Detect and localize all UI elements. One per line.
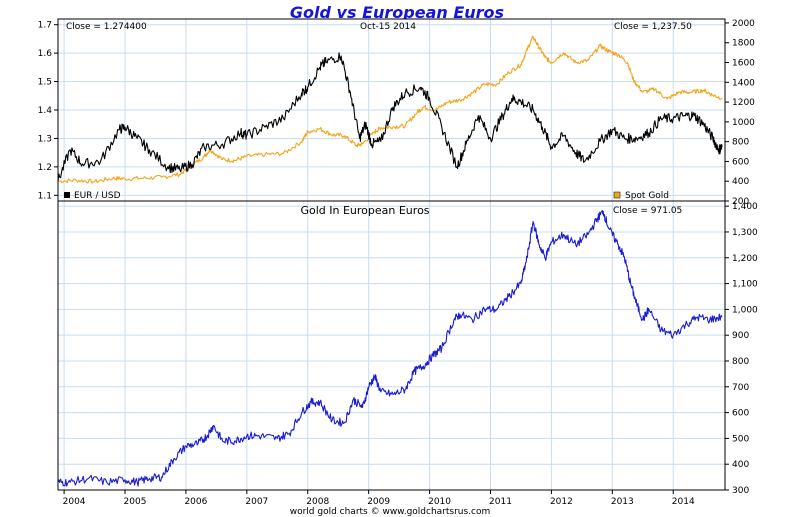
bottom-panel-title: Gold In European Euros xyxy=(300,204,429,217)
gold-close-label: Close = 1,237.50 xyxy=(614,22,692,32)
top-panel-series xyxy=(57,35,723,184)
x-tick-label: 2012 xyxy=(550,497,573,507)
right-tick-label: 1400 xyxy=(732,78,755,88)
bottom-panel-series xyxy=(57,210,723,487)
right-tick-label: 1200 xyxy=(732,98,755,108)
right-tick-label: 900 xyxy=(732,331,749,341)
right-tick-label: 1,300 xyxy=(732,228,758,238)
x-tick-label: 2010 xyxy=(428,497,451,507)
gold-legend-label: Spot Gold xyxy=(625,191,669,201)
x-tick-label: 2013 xyxy=(611,497,634,507)
x-tick-label: 2014 xyxy=(672,497,695,507)
right-tick-label: 1,100 xyxy=(732,280,758,290)
left-tick-label: 1.2 xyxy=(38,163,52,173)
right-tick-label: 2000 xyxy=(732,19,755,29)
x-tick-label: 2008 xyxy=(306,497,329,507)
series-eurusd-line xyxy=(57,52,723,182)
series-spot-gold-line xyxy=(58,35,723,184)
x-tick-label: 2005 xyxy=(124,497,147,507)
right-axis-ticks: 200 400 600 800 1000 1200 1400 1600 1800 2000 xyxy=(725,19,755,207)
x-tick-label: 2011 xyxy=(489,497,512,507)
eurusd-legend-swatch xyxy=(64,192,70,198)
left-tick-label: 1.6 xyxy=(38,49,53,59)
date-label: Oct-15 2014 xyxy=(360,22,416,32)
footer-credit: world gold charts © www.goldchartsrus.co… xyxy=(290,507,491,517)
left-tick-label: 1.5 xyxy=(38,78,52,88)
x-tick-label: 2009 xyxy=(367,497,390,507)
x-tick-label: 2006 xyxy=(184,497,207,507)
x-tick-label: 2004 xyxy=(63,497,86,507)
x-axis-ticks: 2004 2005 2006 2007 2008 2009 2010 2011 2012 2013… xyxy=(63,490,695,507)
eurusd-legend-label: EUR / USD xyxy=(74,191,121,201)
right-tick-label: 300 xyxy=(732,486,749,496)
right-tick-label: 200 xyxy=(732,197,749,207)
right-tick-label: 1000 xyxy=(732,118,755,128)
right-tick-label: 1,200 xyxy=(732,254,758,264)
right-tick-label: 1800 xyxy=(732,39,755,49)
right-tick-label: 1,000 xyxy=(732,305,758,315)
left-tick-label: 1.1 xyxy=(38,191,52,201)
bottom-panel-frame xyxy=(58,201,725,490)
left-tick-label: 1.7 xyxy=(38,21,52,31)
right-tick-label: 400 xyxy=(732,460,749,470)
right-tick-label: 800 xyxy=(732,138,749,148)
right-tick-label: 700 xyxy=(732,383,749,393)
chart-title: Gold vs European Euros xyxy=(290,3,504,22)
left-tick-label: 1.3 xyxy=(38,134,52,144)
right-tick-label: 1,400 xyxy=(732,202,758,212)
right-tick-label: 500 xyxy=(732,434,749,444)
series-gold-in-euros-line xyxy=(57,210,723,487)
right-tick-label: 600 xyxy=(732,409,749,419)
right-tick-label: 800 xyxy=(732,357,749,367)
eurusd-close-label: Close = 1.274400 xyxy=(66,22,147,32)
euro-gold-axis-ticks: 300 400 500 600 700 800 900 1,000 1,100 1,200 1,30… xyxy=(725,202,758,496)
gold-legend-swatch xyxy=(613,191,621,199)
x-tick-label: 2007 xyxy=(245,497,268,507)
right-tick-label: 400 xyxy=(732,177,749,187)
right-tick-label: 1600 xyxy=(732,59,755,69)
bottom-panel-grid xyxy=(58,201,725,491)
left-tick-label: 1.4 xyxy=(38,106,53,116)
euro-gold-close-label: Close = 971.05 xyxy=(613,206,682,216)
right-tick-label: 600 xyxy=(732,157,749,167)
left-axis-ticks: 1.1 1.2 1.3 1.4 1.5 1.6 1.7 xyxy=(38,21,58,201)
